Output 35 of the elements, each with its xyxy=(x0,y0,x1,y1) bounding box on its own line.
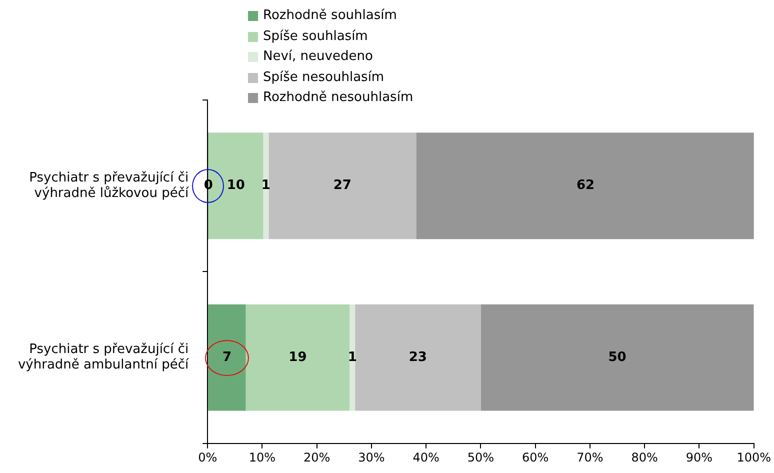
x-tick-label: 10% xyxy=(248,450,276,465)
bar xyxy=(416,132,754,240)
bar xyxy=(480,304,754,411)
x-tick-label: 100% xyxy=(736,450,772,465)
x-tick-label: 80% xyxy=(631,450,658,465)
data-label: 1 xyxy=(348,350,357,365)
legend-label: Rozhodně nesouhlasím xyxy=(263,89,414,107)
data-label: 50 xyxy=(608,350,626,365)
legend-label: Spíše nesouhlasím xyxy=(263,68,384,86)
bar xyxy=(268,132,416,240)
data-label: 7 xyxy=(222,350,232,365)
x-tick-label: 90% xyxy=(686,450,713,465)
bar xyxy=(355,304,481,411)
x-tick-label: 0% xyxy=(198,450,218,465)
x-tick-label: 30% xyxy=(358,450,385,465)
bar xyxy=(208,304,246,411)
x-tick-label: 20% xyxy=(304,450,330,465)
bar xyxy=(350,304,356,411)
x-tick-label: 60% xyxy=(522,450,549,465)
bar xyxy=(263,132,269,240)
data-label: 19 xyxy=(288,350,307,365)
data-label: 23 xyxy=(408,350,427,365)
y-tick-label: Psychiatr s převažující či výhradně lůžkovou péčí xyxy=(29,170,189,202)
x-tick-label: 70% xyxy=(576,450,604,465)
y-tick-label: Psychiatr s převažující či výhradně ambulantní péčí xyxy=(18,342,189,373)
data-label: 10 xyxy=(226,178,245,194)
data-label: 1 xyxy=(261,178,270,194)
data-label: 27 xyxy=(333,178,352,194)
data-label: 62 xyxy=(576,178,595,194)
bar xyxy=(246,304,350,411)
legend-label: Spíše souhlasím xyxy=(263,28,368,46)
x-tick-label: 50% xyxy=(467,450,494,465)
x-tick-label: 40% xyxy=(412,450,440,465)
legend-label: Rozhodně souhlasím xyxy=(263,7,397,25)
legend-label: Neví, neuvedeno xyxy=(263,48,373,66)
